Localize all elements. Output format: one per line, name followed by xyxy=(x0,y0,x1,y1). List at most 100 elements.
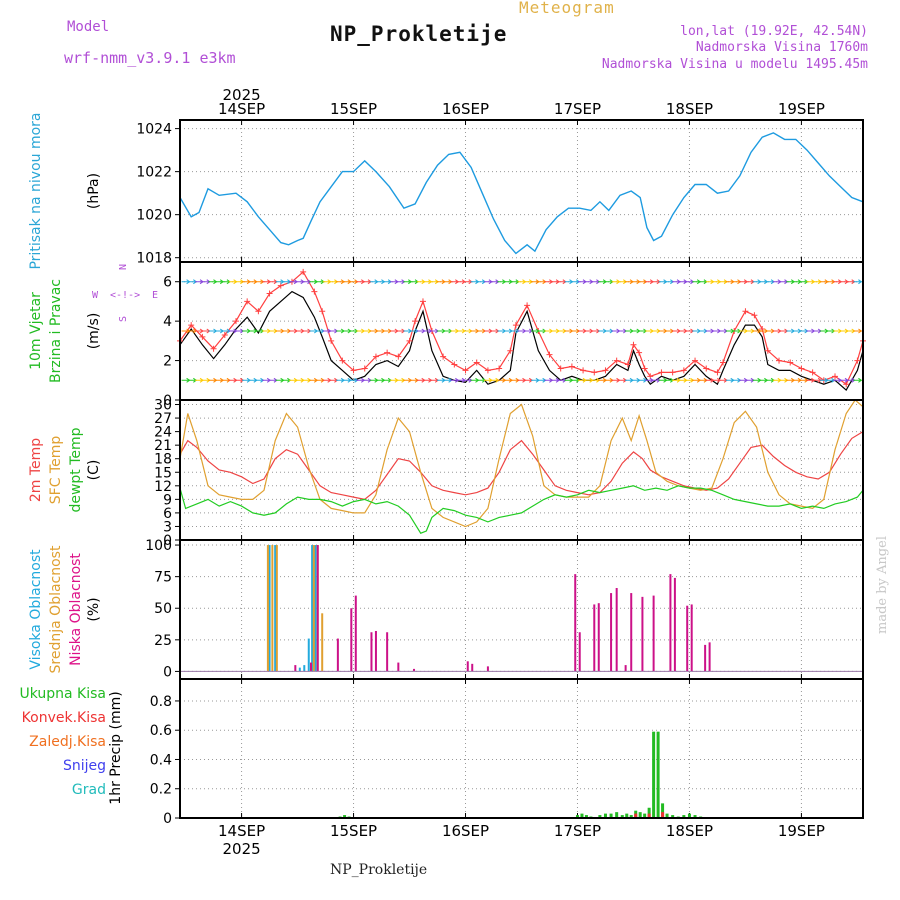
bar-niska-oblacnost xyxy=(574,574,577,672)
bottom-x-tick-label: 15SEP xyxy=(330,822,377,840)
top-x-tick-label: 18SEP xyxy=(666,100,713,118)
y-tick-label: 15 xyxy=(154,465,172,481)
gust-marker xyxy=(546,351,553,358)
bar-ukupna-kisa xyxy=(580,813,584,818)
y-tick-label: 0 xyxy=(163,664,172,680)
axis-label: (hPa) xyxy=(86,173,102,209)
axis-label: Pritisak na nivou mora xyxy=(28,112,44,269)
bar-ukupna-kisa xyxy=(665,813,669,818)
direction-east: E xyxy=(152,290,158,301)
bottom-x-tick-label: 18SEP xyxy=(666,822,713,840)
gust-marker xyxy=(244,298,251,305)
gust-marker xyxy=(787,359,794,366)
y-tick-label: 24 xyxy=(154,425,172,441)
bar-niska-oblacnost xyxy=(386,632,389,672)
bottom-x-tick-label: 14SEP xyxy=(218,822,265,840)
bar-ukupna-kisa xyxy=(643,813,647,818)
y-tick-label: 0.8 xyxy=(150,694,172,710)
bar-niska-oblacnost xyxy=(615,588,618,672)
top-x-tick-label: 17SEP xyxy=(554,100,601,118)
y-tick-label: 4 xyxy=(163,314,172,330)
gust-marker xyxy=(557,365,564,372)
gust-marker xyxy=(669,369,676,376)
axis-label: (%) xyxy=(86,597,102,621)
bar-ukupna-kisa xyxy=(638,812,642,818)
gust-marker xyxy=(484,367,491,374)
bar-srednja-oblacnost xyxy=(312,545,315,672)
bar-niska-oblacnost xyxy=(578,632,581,672)
bar-visoka-oblacnost xyxy=(274,545,277,672)
legend-label: Konvek.Kisa xyxy=(22,710,106,726)
gust-marker xyxy=(406,337,413,344)
gust-marker xyxy=(854,357,861,364)
y-tick-label: 0 xyxy=(163,533,172,549)
gust-marker xyxy=(361,365,368,372)
bar-visoka-oblacnost xyxy=(314,545,317,672)
bar-ukupna-kisa xyxy=(629,815,633,818)
top-x-tick-label: 15SEP xyxy=(330,100,377,118)
bar-niska-oblacnost xyxy=(370,632,373,672)
axis-label: Brzina i Pravac xyxy=(48,279,64,383)
bar-ukupna-kisa xyxy=(652,731,656,818)
gust-marker xyxy=(266,290,273,297)
gust-marker xyxy=(641,365,648,372)
bar-konvek.kisa xyxy=(661,812,665,818)
bar-niska-oblacnost xyxy=(310,662,313,672)
panel-frame xyxy=(179,539,864,680)
gust-marker xyxy=(300,268,307,275)
panel-cloud: 0 25 50 75 100 Visoka Oblacnost Srednja Oblacn… xyxy=(28,538,864,680)
gust-marker xyxy=(580,367,587,374)
y-tick-label: 1024 xyxy=(136,122,172,138)
axis-label: Srednja Oblacnost xyxy=(48,545,64,673)
y-tick-label: 50 xyxy=(154,601,172,617)
bar-niska-oblacnost xyxy=(641,596,644,672)
bar-ukupna-kisa xyxy=(682,815,686,818)
y-tick-label: 30 xyxy=(154,398,172,414)
gust-marker xyxy=(798,365,805,372)
direction-west: W xyxy=(92,290,99,301)
gust-marker xyxy=(350,367,357,374)
model-altitude-readout: Nadmorska Visina u modelu 1495.45m xyxy=(601,57,868,72)
gust-marker xyxy=(210,345,217,352)
y-tick-label: 0.2 xyxy=(150,782,172,798)
bar-konvek.kisa xyxy=(647,813,651,818)
bar-niska-oblacnost xyxy=(597,603,600,672)
credit-label: made by Angel xyxy=(875,536,890,634)
bar-niska-oblacnost xyxy=(294,665,297,672)
panel-frame xyxy=(179,399,864,541)
y-tick-label: 0 xyxy=(163,393,172,409)
gust-marker xyxy=(680,367,687,374)
bar-niska-oblacnost xyxy=(336,638,339,672)
bar-srednja-oblacnost xyxy=(271,545,274,672)
bar-visoka-oblacnost xyxy=(311,545,314,672)
bar-ukupna-kisa xyxy=(661,803,665,818)
y-tick-label: 6 xyxy=(163,506,172,522)
bar-niska-oblacnost xyxy=(486,666,489,672)
series-line-2m-temp xyxy=(179,431,864,501)
bar-ukupna-kisa xyxy=(343,815,347,818)
bar-niska-oblacnost xyxy=(316,545,319,672)
gust-marker xyxy=(751,312,758,319)
bar-niska-oblacnost xyxy=(593,604,596,672)
bar-ukupna-kisa xyxy=(656,731,660,818)
gust-marker xyxy=(328,337,335,344)
series-line-10m-wind-speed xyxy=(179,290,864,392)
axis-label: (m/s) xyxy=(86,313,102,350)
y-tick-label: 12 xyxy=(154,479,172,495)
bar-ukupna-kisa xyxy=(625,813,629,818)
bar-niska-oblacnost xyxy=(673,577,676,672)
gust-marker xyxy=(255,308,262,315)
panel-pressure: 1018 1020 1022 1024 Pritisak na nivou mora (h… xyxy=(28,112,864,270)
gust-marker xyxy=(658,369,665,376)
axis-label: dewpt Temp xyxy=(68,427,84,512)
direction-north: N xyxy=(118,264,129,270)
bar-srednja-oblacnost xyxy=(275,545,278,672)
gust-marker xyxy=(419,298,426,305)
gust-marker xyxy=(776,357,783,364)
bar-ukupna-kisa xyxy=(609,813,613,818)
bar-niska-oblacnost xyxy=(350,608,353,672)
gust-marker xyxy=(613,357,620,364)
wind-arrow-icon xyxy=(853,377,863,383)
gust-marker xyxy=(602,367,609,374)
bar-visoka-oblacnost xyxy=(307,638,310,672)
